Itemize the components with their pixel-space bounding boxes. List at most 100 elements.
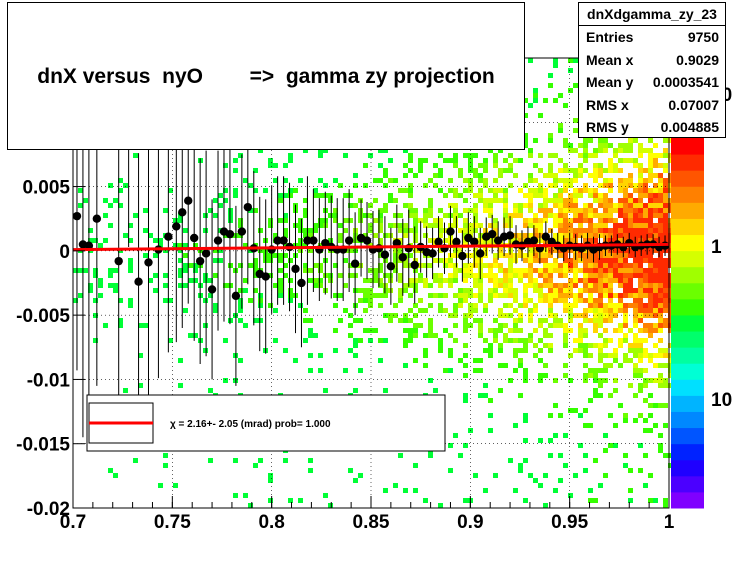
heatmap-cell — [318, 148, 323, 153]
heatmap-cell — [153, 238, 158, 243]
heatmap-cell — [618, 263, 623, 268]
heatmap-cell — [448, 283, 453, 288]
heatmap-cell — [73, 298, 78, 303]
heatmap-cell — [613, 163, 618, 168]
heatmap-cell — [558, 218, 563, 223]
heatmap-cell — [333, 348, 338, 353]
heatmap-cell — [538, 298, 543, 303]
heatmap-cell — [223, 198, 228, 203]
heatmap-cell — [503, 203, 508, 208]
heatmap-cell — [513, 213, 518, 218]
heatmap-cell — [103, 213, 108, 218]
heatmap-cell — [608, 308, 613, 313]
profile-point — [505, 231, 515, 240]
heatmap-cell — [628, 263, 633, 268]
heatmap-cell — [563, 433, 568, 438]
heatmap-cell — [653, 273, 658, 278]
heatmap-cell — [628, 158, 633, 163]
heatmap-cell — [453, 253, 458, 258]
heatmap-cell — [563, 323, 568, 328]
colorbar-segment — [671, 250, 704, 268]
heatmap-cell — [483, 163, 488, 168]
heatmap-cell — [633, 323, 638, 328]
heatmap-cell — [368, 153, 373, 158]
heatmap-cell — [353, 338, 358, 343]
heatmap-cell — [328, 193, 333, 198]
heatmap-cell — [538, 223, 543, 228]
heatmap-cell — [218, 203, 223, 208]
heatmap-cell — [648, 323, 653, 328]
heatmap-cell — [583, 228, 588, 233]
heatmap-cell — [518, 463, 523, 468]
heatmap-cell — [423, 348, 428, 353]
heatmap-cell — [578, 293, 583, 298]
heatmap-cell — [393, 313, 398, 318]
heatmap-cell — [533, 138, 538, 143]
heatmap-cell — [278, 258, 283, 263]
heatmap-cell — [608, 443, 613, 448]
heatmap-cell — [283, 178, 288, 183]
heatmap-cell — [583, 218, 588, 223]
heatmap-cell — [523, 283, 528, 288]
heatmap-cell — [533, 228, 538, 233]
heatmap-cell — [408, 208, 413, 213]
heatmap-cell — [413, 358, 418, 363]
heatmap-cell — [538, 338, 543, 343]
heatmap-cell — [348, 203, 353, 208]
heatmap-cell — [573, 338, 578, 343]
heatmap-cell — [398, 288, 403, 293]
heatmap-cell — [573, 258, 578, 263]
heatmap-cell — [668, 363, 673, 368]
x-tick-label: 0.7 — [60, 512, 86, 533]
heatmap-cell — [628, 343, 633, 348]
heatmap-cell — [518, 338, 523, 343]
heatmap-cell — [648, 138, 653, 143]
heatmap-cell — [283, 273, 288, 278]
heatmap-cell — [443, 193, 448, 198]
heatmap-cell — [253, 288, 258, 293]
heatmap-cell — [443, 228, 448, 233]
colorbar-segment — [671, 154, 704, 171]
heatmap-cell — [638, 188, 643, 193]
heatmap-cell — [273, 163, 278, 168]
heatmap-cell — [623, 358, 628, 363]
heatmap-cell — [323, 183, 328, 188]
heatmap-cell — [523, 373, 528, 378]
heatmap-cell — [548, 278, 553, 283]
heatmap-cell — [643, 183, 648, 188]
heatmap-cell — [398, 293, 403, 298]
heatmap-cell — [538, 183, 543, 188]
heatmap-cell — [663, 168, 668, 173]
heatmap-cell — [413, 173, 418, 178]
heatmap-cell — [438, 283, 443, 288]
heatmap-cell — [643, 483, 648, 488]
heatmap-cell — [613, 233, 618, 238]
heatmap-cell — [623, 208, 628, 213]
heatmap-cell — [348, 248, 353, 253]
heatmap-cell — [623, 313, 628, 318]
heatmap-cell — [308, 468, 313, 473]
heatmap-cell — [563, 333, 568, 338]
heatmap-cell — [378, 148, 383, 153]
heatmap-cell — [408, 333, 413, 338]
heatmap-cell — [588, 238, 593, 243]
heatmap-cell — [578, 313, 583, 318]
heatmap-cell — [543, 278, 548, 283]
heatmap-cell — [508, 253, 513, 258]
heatmap-cell — [473, 278, 478, 283]
heatmap-cell — [143, 323, 148, 328]
heatmap-cell — [548, 133, 553, 138]
heatmap-cell — [653, 498, 658, 503]
heatmap-cell — [623, 288, 628, 293]
heatmap-cell — [373, 218, 378, 223]
heatmap-cell — [648, 428, 653, 433]
heatmap-cell — [128, 238, 133, 243]
heatmap-cell — [448, 443, 453, 448]
heatmap-cell — [668, 198, 673, 203]
heatmap-cell — [583, 288, 588, 293]
heatmap-cell — [583, 308, 588, 313]
heatmap-cell — [543, 473, 548, 478]
stats-row-rms-y: RMS y 0.004885 — [579, 116, 725, 139]
heatmap-cell — [488, 398, 493, 403]
heatmap-cell — [508, 273, 513, 278]
